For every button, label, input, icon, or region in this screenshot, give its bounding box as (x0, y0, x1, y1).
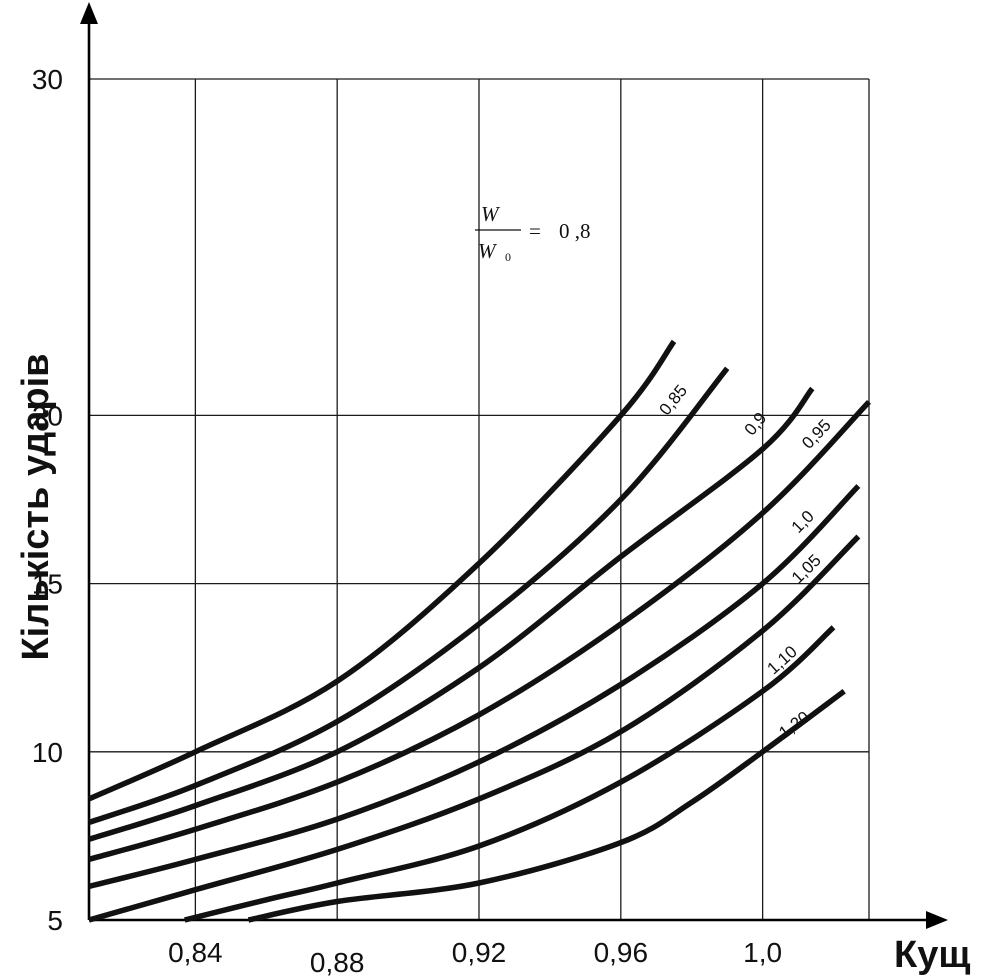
curve-5 (88, 534, 861, 923)
y-tick-label-0: 5 (47, 905, 63, 936)
ratio-annotation: W W 0 = 0 ,8 (475, 202, 591, 264)
x-tick-label-2: 0,92 (452, 937, 507, 968)
curve-6 (184, 625, 836, 923)
curve-7 (247, 688, 846, 923)
curve-label-6: 1,10 (764, 642, 801, 678)
y-tick-label-1: 10 (32, 737, 63, 768)
ratio-numerator: W (481, 202, 501, 226)
y-axis-label: Кількість ударів (15, 353, 57, 660)
axes-layer (80, 2, 948, 929)
x-tick-label-1: 0,88 (310, 947, 365, 976)
y-tick-label-2: 15 (32, 569, 63, 600)
y-tick-label-3: 20 (32, 400, 63, 431)
curve-label-2: 0,9 (741, 409, 771, 439)
grid-layer (89, 78, 870, 920)
x-axis-label: Кущ (894, 934, 970, 976)
curve-4 (88, 484, 861, 890)
curve-3 (88, 399, 871, 863)
ticks-layer: 5 10 15 20 30 0,84 0,88 0,92 0,96 1,0 (32, 64, 782, 976)
x-tick-label-3: 0,96 (594, 937, 649, 968)
x-tick-label-0: 0,84 (168, 937, 223, 968)
ratio-value: 0 ,8 (559, 219, 591, 243)
y-tick-label-4: 30 (32, 64, 63, 95)
ratio-denominator: W (478, 239, 498, 263)
x-axis-arrow (926, 911, 948, 929)
x-tick-label-4: 1,0 (743, 937, 782, 968)
ratio-subscript: 0 (505, 250, 511, 264)
curve-0 (87, 339, 677, 802)
curve-label-1: 0,85 (656, 381, 692, 419)
curves-layer (87, 339, 871, 923)
ratio-equals: = (529, 219, 541, 243)
y-axis-arrow (80, 2, 98, 24)
curve-1 (88, 366, 730, 826)
labels-layer: 0,850,9 0,951,01,051,101,20 (656, 381, 835, 742)
curve-2 (88, 386, 815, 842)
